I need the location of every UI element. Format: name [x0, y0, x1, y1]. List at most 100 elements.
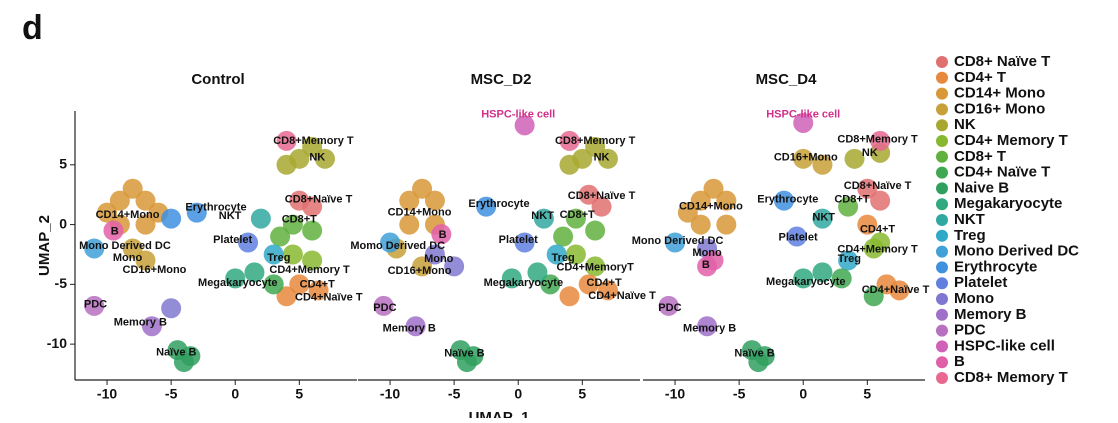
- cluster-label: CD14+Mono: [388, 207, 452, 219]
- cluster-label: Naïve B: [444, 348, 484, 360]
- cluster-label: Platelet: [499, 234, 538, 246]
- legend-label: Mono Derived DC: [954, 243, 1079, 260]
- cell-cluster-point: [585, 256, 606, 277]
- cluster-label: Memory B: [383, 322, 436, 334]
- cluster-label: Erythrocyte: [185, 202, 246, 214]
- cell-cluster-point: [514, 115, 535, 136]
- cluster-label: NK: [309, 152, 325, 164]
- legend-label: Platelet: [954, 274, 1007, 291]
- cluster-label: CD4+T: [587, 277, 622, 289]
- cell-cluster-point: [122, 238, 143, 259]
- x-tick-label: 5: [863, 386, 871, 402]
- cell-cluster-point: [546, 244, 567, 265]
- x-tick-label: -10: [665, 386, 685, 402]
- cell-cluster-point: [289, 274, 310, 295]
- cluster-label: B: [439, 229, 447, 241]
- cell-cluster-point: [690, 214, 711, 235]
- cluster-label: Megakaryocyte: [484, 277, 564, 289]
- cell-cluster-point: [857, 214, 878, 235]
- legend-swatch: [936, 245, 948, 258]
- cell-cluster-point: [412, 256, 433, 277]
- cell-cluster-point: [863, 286, 884, 307]
- legend-swatch: [936, 277, 948, 290]
- cell-cluster-point: [109, 190, 130, 211]
- cell-cluster-point: [308, 280, 329, 301]
- cell-cluster-point: [748, 352, 769, 373]
- cell-cluster-point: [405, 316, 426, 337]
- legend-label: CD14+ Mono: [954, 85, 1045, 102]
- legend-swatch: [936, 261, 948, 274]
- cluster-label: CD8+Memory T: [273, 135, 354, 147]
- cell-cluster-point: [658, 295, 679, 316]
- legend-swatch: [936, 166, 948, 179]
- cell-cluster-point: [857, 178, 878, 199]
- cell-cluster-point: [501, 268, 522, 289]
- cell-cluster-point: [793, 112, 814, 133]
- legend-label: PDC: [954, 322, 986, 339]
- cell-cluster-point: [677, 202, 698, 223]
- legend-label: NK: [954, 116, 976, 133]
- legend-label: CD16+ Mono: [954, 100, 1045, 117]
- cell-cluster-point: [84, 295, 105, 316]
- cluster-label: CD8+Naïve T: [285, 193, 353, 205]
- cluster-label: CD8+Naïve T: [568, 190, 636, 202]
- legend-swatch: [936, 71, 948, 84]
- cell-cluster-point: [559, 130, 580, 151]
- legend-swatch: [936, 56, 948, 68]
- cell-cluster-point: [533, 208, 554, 229]
- legend-label: CD4+ Memory T: [954, 132, 1068, 149]
- cell-cluster-point: [578, 274, 599, 295]
- cell-cluster-point: [302, 250, 323, 271]
- cluster-label: NK: [862, 147, 878, 159]
- legend-label: CD8+ T: [954, 148, 1006, 165]
- cell-cluster-point: [774, 190, 794, 211]
- legend-swatch: [936, 324, 948, 337]
- cell-cluster-point: [716, 190, 737, 211]
- cell-cluster-point: [135, 190, 156, 211]
- cell-cluster-point: [282, 244, 303, 265]
- cell-cluster-point: [565, 208, 586, 229]
- legend-swatch: [936, 198, 948, 211]
- cell-cluster-point: [863, 238, 884, 259]
- cell-cluster-point: [302, 220, 323, 241]
- cluster-label: CD8+Memory T: [555, 135, 636, 147]
- cell-cluster-point: [559, 286, 580, 307]
- cell-cluster-point: [373, 295, 394, 316]
- cell-cluster-point: [412, 178, 433, 199]
- legend-label: Mono: [954, 290, 994, 307]
- cell-cluster-point: [399, 214, 420, 235]
- cluster-label: B: [111, 226, 119, 238]
- cell-cluster-point: [553, 226, 574, 247]
- cell-cluster-point: [84, 238, 105, 259]
- cell-cluster-point: [238, 232, 259, 253]
- x-tick-label: 0: [231, 386, 239, 402]
- cell-cluster-point: [282, 214, 303, 235]
- cell-cluster-point: [697, 316, 718, 337]
- panel-label: d: [22, 9, 43, 47]
- x-tick-label: -5: [733, 386, 746, 402]
- cell-cluster-point: [844, 148, 865, 169]
- cell-cluster-point: [444, 256, 465, 277]
- cell-cluster-point: [812, 154, 833, 175]
- cluster-label: CD16+Mono: [123, 264, 187, 276]
- x-tick-label: 0: [799, 386, 807, 402]
- cluster-label: NKT: [531, 210, 554, 222]
- cluster-label: PDC: [84, 299, 107, 311]
- legend-swatch: [936, 182, 948, 195]
- y-tick-label: 0: [59, 215, 67, 231]
- legend-label: CD4+ T: [954, 69, 1006, 86]
- y-tick-label: -5: [55, 275, 68, 291]
- cell-cluster-point: [585, 136, 606, 157]
- cell-cluster-point: [697, 256, 718, 277]
- cell-cluster-point: [665, 232, 686, 253]
- cell-cluster-point: [302, 136, 323, 157]
- cluster-label: CD4+Naïve T: [862, 284, 930, 296]
- cluster-label: NKT: [812, 211, 835, 223]
- cell-cluster-point: [173, 352, 194, 373]
- cell-cluster-point: [578, 184, 599, 205]
- cell-cluster-point: [703, 178, 724, 199]
- cluster-label: Megakaryocyte: [766, 276, 846, 288]
- legend-swatch: [936, 229, 948, 242]
- cluster-label: CD8+T: [282, 214, 317, 226]
- legend-label: NKT: [954, 211, 985, 228]
